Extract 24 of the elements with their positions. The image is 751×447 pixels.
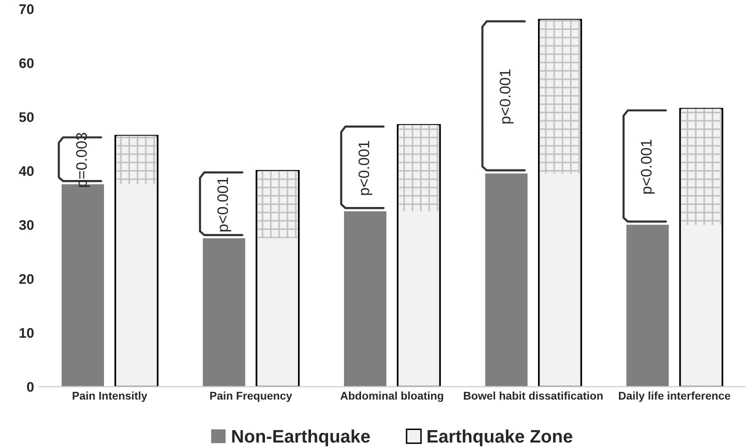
bar [485, 174, 528, 387]
y-tick-label: 0 [27, 382, 34, 392]
y-tick-label: 50 [19, 112, 34, 122]
annotation: p<0.001 [217, 177, 232, 232]
legend-label: Earthquake Zone [428, 429, 572, 446]
bar [344, 211, 386, 387]
y-tick-label: 20 [19, 274, 34, 284]
x-tick-label: Abdominal bloating [340, 392, 444, 402]
bar [626, 224, 669, 387]
x-tick-label: Pain Intensitly [72, 392, 148, 402]
y-tick-label: 10 [20, 328, 34, 338]
annotation: p=0.003 [76, 132, 90, 187]
y-tick-label: 60 [19, 58, 34, 68]
y-tick-label: 30 [19, 220, 34, 230]
legend-label: Non-Earthquake [232, 429, 370, 446]
annotation: p<0.001 [358, 141, 372, 195]
x-tick-label: Daily life interference [618, 392, 730, 402]
y-tick-label: 70 [19, 4, 34, 14]
x-tick-label: Bowel habit dissatification [464, 392, 603, 400]
annotation: p<0.001 [640, 140, 655, 194]
x-tick-label: Pain Frequency [210, 392, 292, 402]
y-tick-label: 40 [18, 166, 34, 176]
bar [202, 238, 246, 387]
annotation: p<0.001 [500, 70, 514, 124]
